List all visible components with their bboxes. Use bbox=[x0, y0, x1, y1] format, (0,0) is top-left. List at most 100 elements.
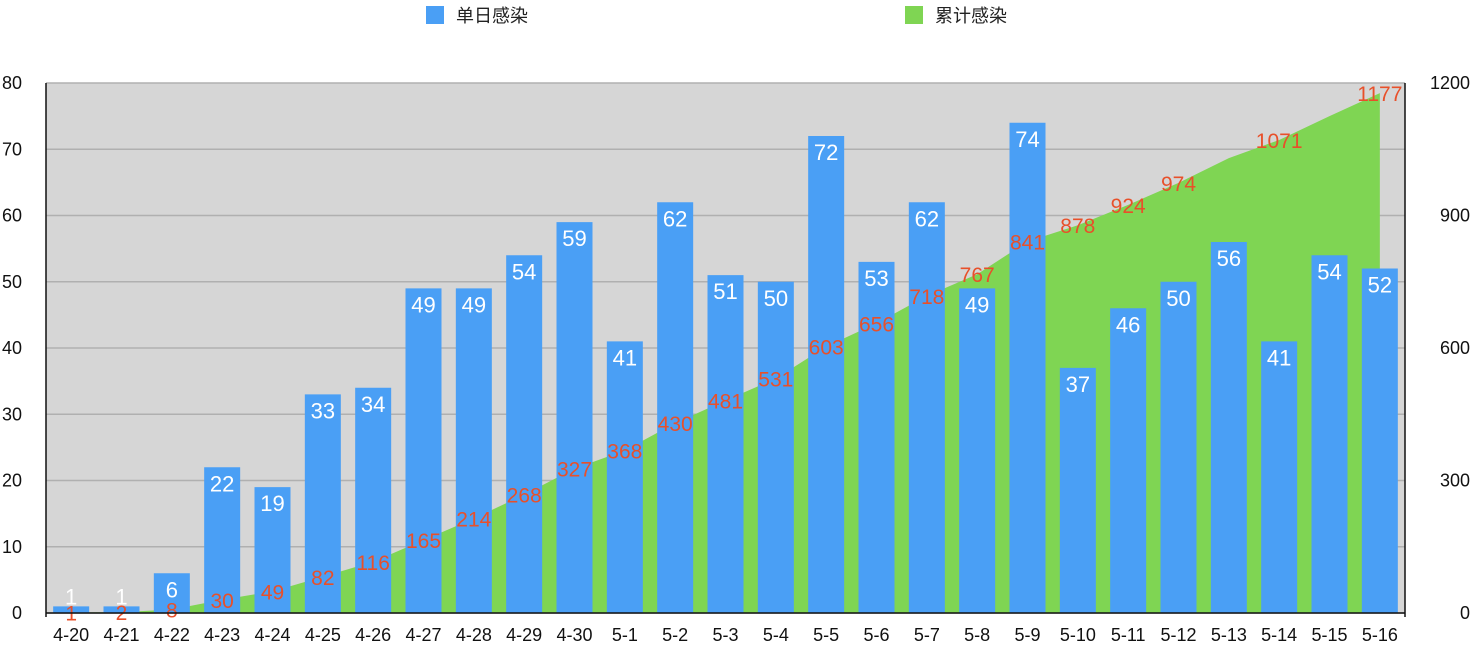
bar-value-label: 54 bbox=[512, 259, 536, 284]
left-tick-label: 50 bbox=[2, 272, 22, 292]
x-tick-label: 4-21 bbox=[103, 625, 139, 645]
x-tick-label: 4-20 bbox=[53, 625, 89, 645]
x-tick-label: 5-11 bbox=[1111, 625, 1146, 645]
bar-value-label: 49 bbox=[411, 292, 435, 317]
cumulative-value-label: 116 bbox=[356, 552, 389, 575]
legend-item-daily: 单日感染 bbox=[426, 2, 528, 28]
right-tick-label: 0 bbox=[1460, 603, 1470, 623]
bar-4-22 bbox=[153, 573, 190, 613]
bar-value-label: 49 bbox=[965, 292, 989, 317]
bar-5-9 bbox=[1009, 122, 1046, 613]
x-tick-label: 4-28 bbox=[456, 625, 492, 645]
bar-value-label: 41 bbox=[1267, 345, 1291, 370]
bar-value-label: 56 bbox=[1217, 246, 1241, 271]
bar-value-label: 49 bbox=[462, 292, 486, 317]
bar-value-label: 41 bbox=[613, 345, 637, 370]
bar-4-21 bbox=[103, 606, 140, 613]
x-tick-label: 5-10 bbox=[1060, 625, 1096, 645]
bar-5-13 bbox=[1210, 242, 1247, 613]
cumulative-value-label: 368 bbox=[607, 440, 642, 463]
x-tick-label: 5-3 bbox=[712, 625, 738, 645]
x-tick-label: 4-30 bbox=[556, 625, 592, 645]
legend: 单日感染 累计感染 bbox=[0, 2, 1474, 28]
right-tick-label: 600 bbox=[1440, 338, 1470, 358]
x-tick-label: 5-6 bbox=[863, 625, 889, 645]
x-tick-label: 4-27 bbox=[405, 625, 441, 645]
bar-4-28 bbox=[455, 288, 492, 613]
right-tick-label: 900 bbox=[1440, 206, 1470, 226]
x-tick-label: 4-29 bbox=[506, 625, 542, 645]
cumulative-value-label: 1177 bbox=[1357, 83, 1402, 106]
right-tick-label: 1200 bbox=[1430, 73, 1470, 93]
bar-5-5 bbox=[808, 136, 845, 613]
bar-4-20 bbox=[53, 606, 90, 613]
bar-5-12 bbox=[1160, 281, 1197, 613]
x-tick-label: 5-12 bbox=[1160, 625, 1196, 645]
bar-5-16 bbox=[1361, 268, 1398, 613]
legend-swatch-cumulative bbox=[905, 6, 923, 24]
x-tick-label: 5-8 bbox=[964, 625, 990, 645]
bar-5-6 bbox=[858, 261, 895, 613]
bar-value-label: 74 bbox=[1015, 127, 1039, 152]
x-tick-label: 4-26 bbox=[355, 625, 391, 645]
cumulative-value-label: 531 bbox=[758, 368, 793, 391]
bar-4-24 bbox=[254, 487, 291, 613]
bar-5-8 bbox=[959, 288, 996, 613]
cumulative-value-label: 718 bbox=[909, 286, 944, 309]
x-tick-label: 4-22 bbox=[154, 625, 190, 645]
cumulative-value-label: 30 bbox=[210, 590, 233, 613]
bar-4-26 bbox=[355, 387, 392, 613]
legend-label-cumulative: 累计感染 bbox=[935, 6, 1007, 27]
bar-4-29 bbox=[506, 255, 543, 613]
right-tick-label: 300 bbox=[1440, 471, 1470, 491]
x-tick-label: 5-9 bbox=[1014, 625, 1040, 645]
bar-4-25 bbox=[304, 394, 341, 613]
cumulative-value-label: 878 bbox=[1060, 215, 1095, 238]
x-tick-label: 5-13 bbox=[1211, 625, 1247, 645]
bar-value-label: 72 bbox=[814, 140, 838, 165]
bar-value-label: 50 bbox=[764, 286, 788, 311]
x-tick-label: 5-2 bbox=[662, 625, 688, 645]
left-tick-label: 0 bbox=[12, 603, 22, 623]
bar-5-2 bbox=[657, 202, 694, 613]
left-tick-label: 60 bbox=[2, 206, 22, 226]
cumulative-value-label: 767 bbox=[960, 264, 995, 287]
cumulative-value-label: 924 bbox=[1111, 195, 1146, 218]
left-tick-label: 20 bbox=[2, 471, 22, 491]
bar-5-1 bbox=[606, 341, 643, 613]
legend-label-daily: 单日感染 bbox=[456, 6, 528, 27]
cumulative-value-label: 1 bbox=[65, 603, 77, 626]
bar-5-7 bbox=[908, 202, 945, 613]
left-tick-label: 10 bbox=[2, 537, 22, 557]
cumulative-value-label: 1071 bbox=[1256, 130, 1303, 153]
left-tick-label: 70 bbox=[2, 139, 22, 159]
bar-5-11 bbox=[1110, 308, 1147, 613]
cumulative-value-label: 49 bbox=[261, 581, 284, 604]
x-tick-label: 5-7 bbox=[914, 625, 940, 645]
x-tick-label: 5-1 bbox=[612, 625, 638, 645]
bar-value-label: 22 bbox=[210, 471, 234, 496]
cumulative-value-label: 841 bbox=[1010, 232, 1045, 255]
bar-value-label: 59 bbox=[562, 226, 586, 251]
bar-4-27 bbox=[405, 288, 442, 613]
bar-value-label: 54 bbox=[1317, 259, 1341, 284]
cumulative-area bbox=[46, 93, 1380, 614]
legend-item-cumulative: 累计感染 bbox=[905, 2, 1007, 28]
bar-5-3 bbox=[707, 275, 744, 613]
x-tick-label: 5-4 bbox=[763, 625, 789, 645]
bar-5-14 bbox=[1261, 341, 1298, 613]
bar-value-label: 52 bbox=[1368, 273, 1392, 298]
cumulative-value-label: 82 bbox=[311, 567, 334, 590]
x-tick-label: 5-15 bbox=[1311, 625, 1347, 645]
x-tick-label: 4-24 bbox=[254, 625, 290, 645]
x-tick-label: 5-14 bbox=[1261, 625, 1297, 645]
left-tick-label: 80 bbox=[2, 73, 22, 93]
cumulative-value-label: 8 bbox=[166, 599, 178, 622]
bar-4-30 bbox=[556, 222, 593, 613]
x-tick-label: 5-16 bbox=[1362, 625, 1398, 645]
bar-value-label: 33 bbox=[311, 398, 335, 423]
bar-5-15 bbox=[1311, 255, 1348, 613]
cumulative-value-label: 974 bbox=[1161, 173, 1196, 196]
bar-value-label: 62 bbox=[915, 206, 939, 231]
cumulative-value-label: 481 bbox=[708, 391, 743, 414]
